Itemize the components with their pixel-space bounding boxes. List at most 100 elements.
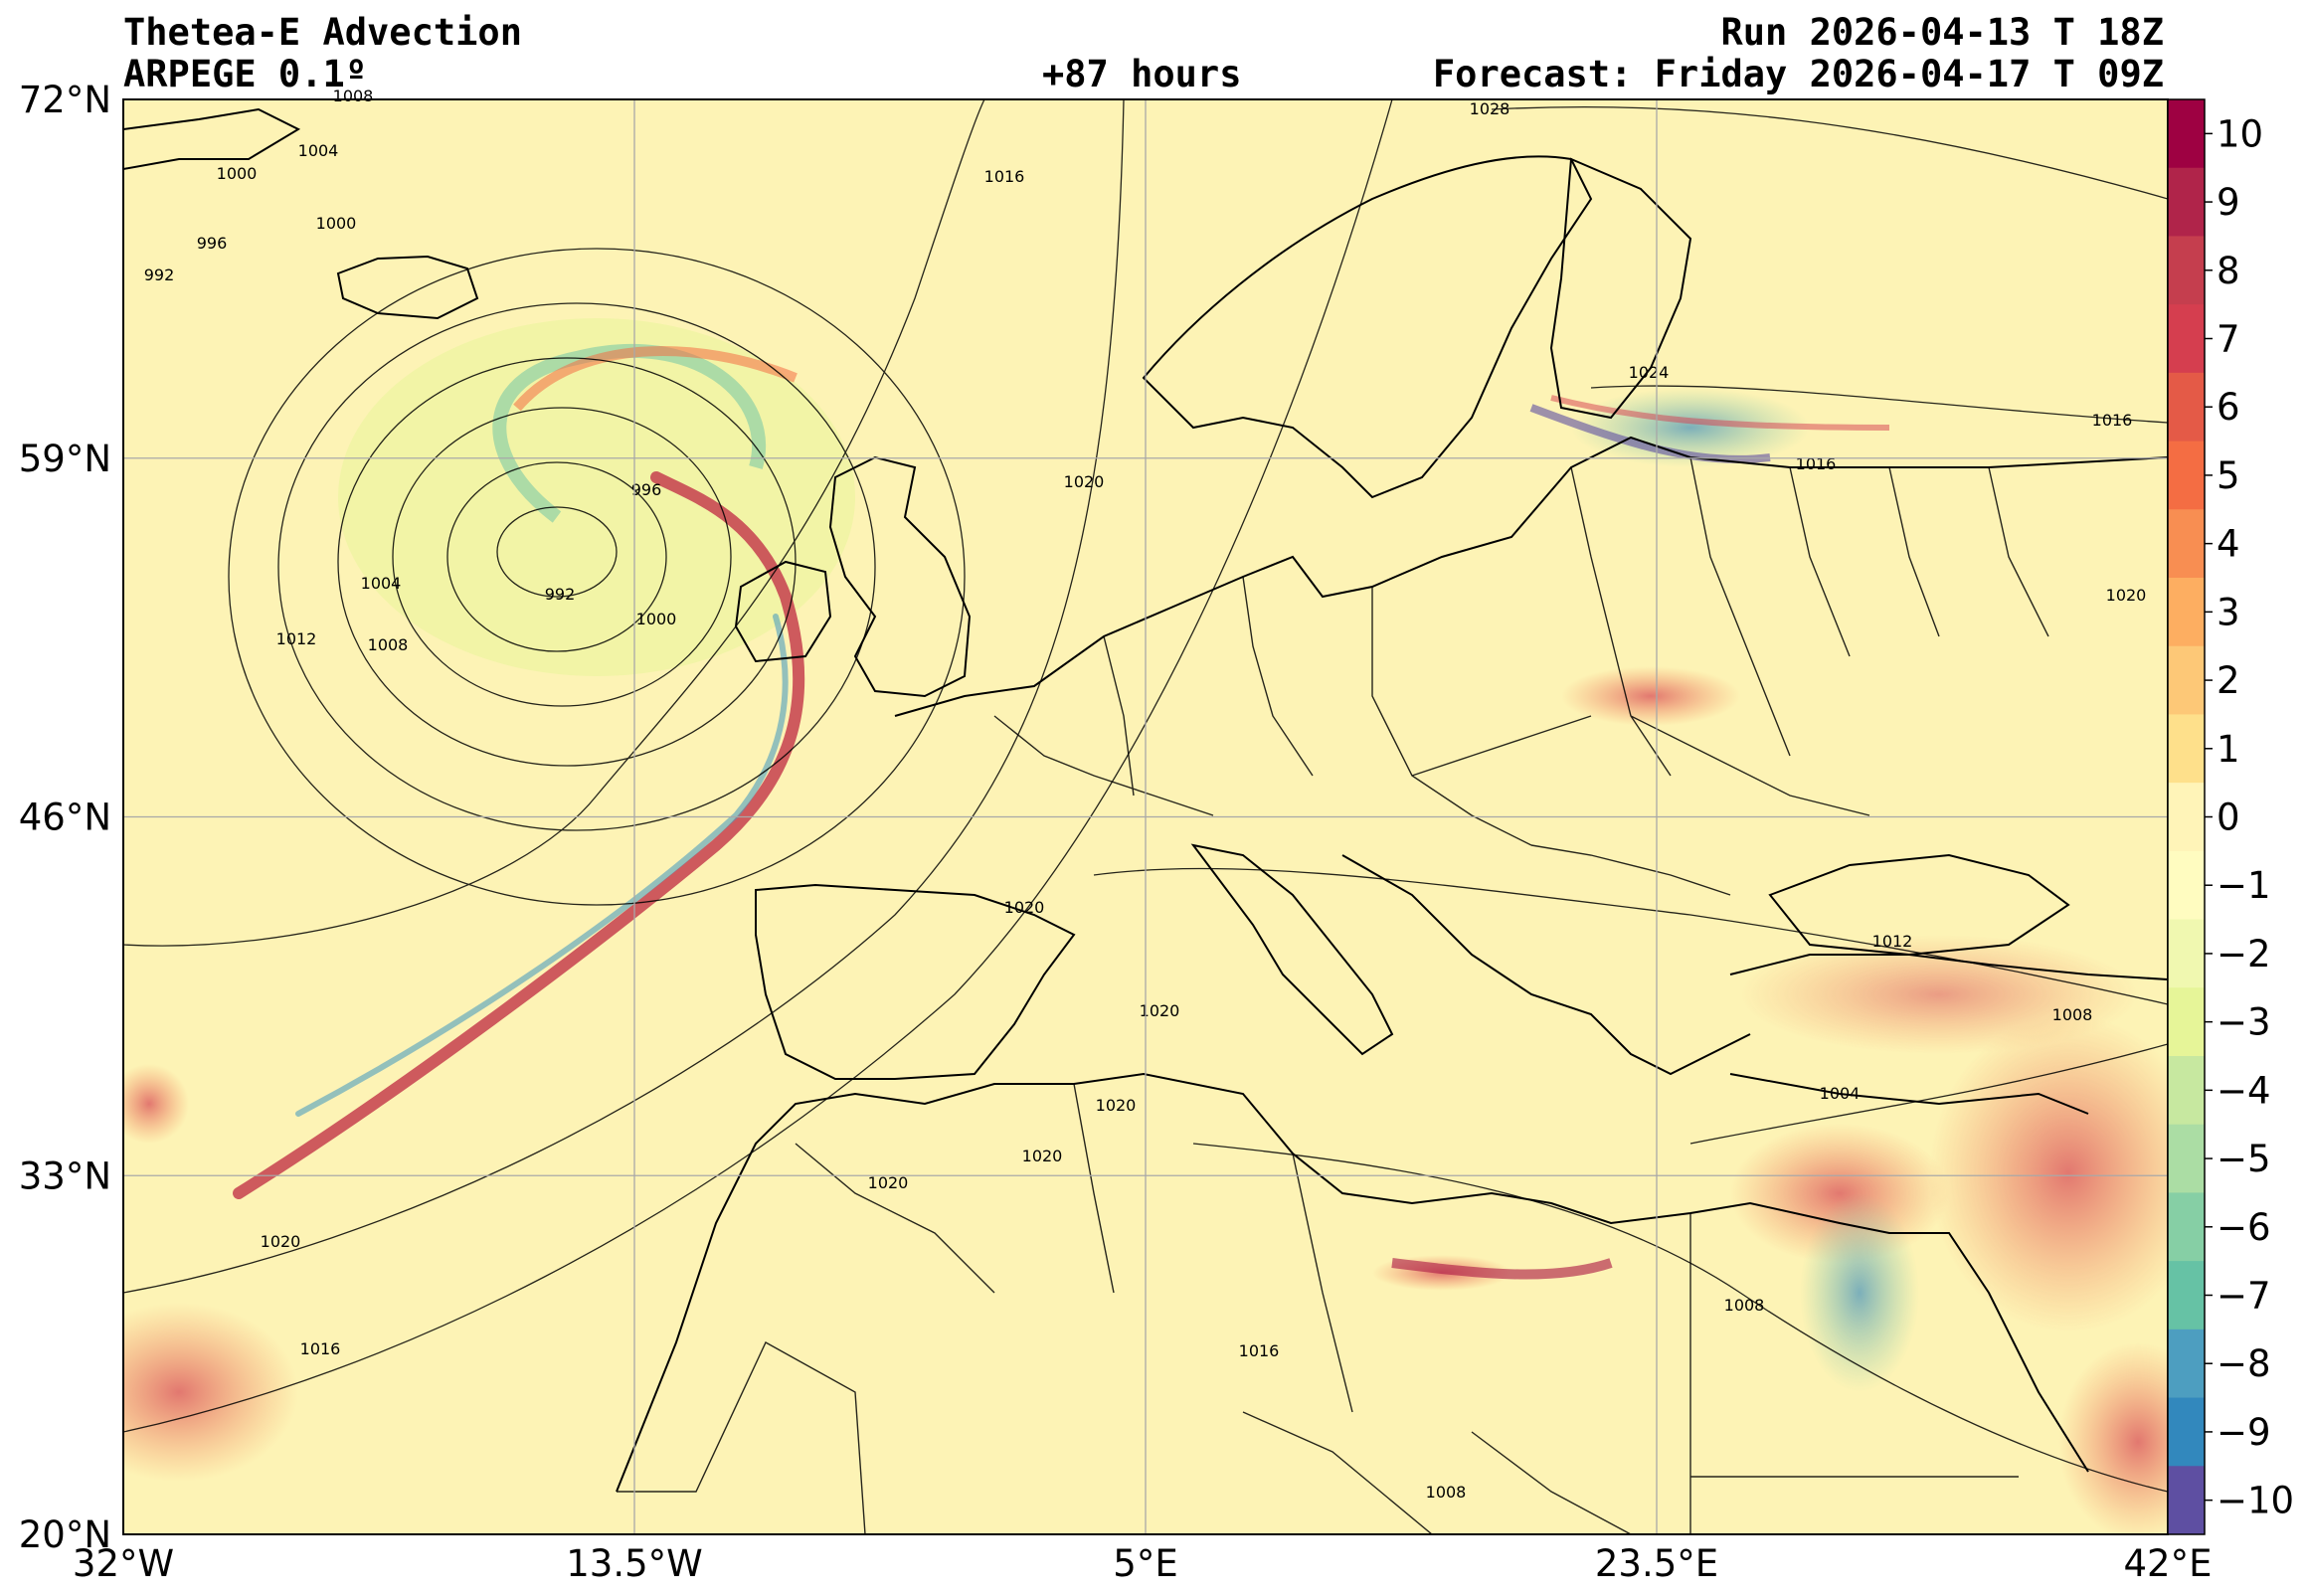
map-title: Thetea-E Advection xyxy=(123,11,522,54)
colorbar-tick-label: −5 xyxy=(2217,1138,2271,1180)
baltic-red-band xyxy=(1550,395,1890,431)
isobar-labels: 1008 1004 1000 1000 996 992 996 992 1004 1012 1008… xyxy=(144,87,2147,1502)
advection-field xyxy=(123,99,2168,1534)
scandinavia-outline xyxy=(1142,155,1593,499)
colorbar-segment xyxy=(2168,783,2205,852)
isobar-label: 1000 xyxy=(217,164,258,183)
isobar-label: 1020 xyxy=(1022,1147,1063,1165)
colorbar-segment xyxy=(2168,714,2205,784)
isobar-label: 1000 xyxy=(636,610,677,628)
coastlines xyxy=(123,107,2168,1493)
isobar-label: 992 xyxy=(545,585,576,604)
isobar-label: 1020 xyxy=(1140,1001,1180,1020)
baltic-band xyxy=(1529,404,1771,463)
graticule xyxy=(123,99,2168,1534)
valid-time: Forecast: Friday 2026-04-17 T 09Z xyxy=(1432,53,2164,95)
longitude-tick-label: 32°W xyxy=(73,1542,174,1585)
cold-front-band xyxy=(233,471,805,1199)
colorbar-tick-label: 5 xyxy=(2217,454,2240,497)
colorbar-segment xyxy=(2168,1397,2205,1467)
tropical-red-band xyxy=(1391,1258,1613,1280)
turkey-outline xyxy=(1729,954,2168,1115)
isobar-label: 1016 xyxy=(1796,454,1837,473)
colorbar-tick-label: −6 xyxy=(2217,1206,2271,1249)
isobar-label: 1020 xyxy=(261,1232,301,1251)
isobar-label: 1024 xyxy=(1629,363,1670,382)
colorbar-tick-label: 9 xyxy=(2217,181,2240,224)
isobar-label: 1008 xyxy=(1426,1483,1467,1502)
isobar-label: 1008 xyxy=(2052,1005,2093,1024)
latitude-labels: 72°N 59°N 46°N 33°N 20°N xyxy=(19,79,111,1556)
longitude-labels: 32°W 13.5°W 5°E 23.5°E 42°E xyxy=(73,1542,2213,1585)
isobar-label: 1020 xyxy=(1004,898,1045,917)
isobars xyxy=(123,99,2168,1493)
colorbar-tick-label: −10 xyxy=(2217,1480,2294,1522)
colorbar-tick-label: 2 xyxy=(2217,659,2240,702)
isobar-label: 1020 xyxy=(1064,472,1105,491)
colorbar-tick-label: 8 xyxy=(2217,250,2240,292)
isobar-label: 1008 xyxy=(368,635,409,654)
colorbar-segment xyxy=(2168,236,2205,305)
isobar-label: 1020 xyxy=(1096,1096,1137,1115)
borders xyxy=(617,456,2049,1534)
lead-time: +87 hours xyxy=(1042,53,1242,95)
isobar-label: 1008 xyxy=(1724,1296,1765,1315)
colorbar-segment xyxy=(2168,850,2205,921)
latitude-tick-label: 20°N xyxy=(19,1513,111,1556)
colorbar-tick-label: 7 xyxy=(2217,318,2240,361)
finland-outline xyxy=(1549,157,1692,420)
colorbar-segment xyxy=(2168,304,2205,374)
isobar-label: 1012 xyxy=(1872,932,1913,951)
colorbar-segment xyxy=(2168,441,2205,510)
colorbar-segment xyxy=(2168,1466,2205,1535)
colorbar-segment xyxy=(2168,1192,2205,1262)
colorbar-tick-label: −1 xyxy=(2217,864,2271,907)
isobar-label: 996 xyxy=(631,480,662,499)
isobar-label: 1008 xyxy=(333,87,374,105)
colorbar-tick-label: −4 xyxy=(2217,1069,2271,1112)
colorbar-segment xyxy=(2168,1329,2205,1399)
isobar-label: 1020 xyxy=(868,1173,909,1192)
colorbar-segment xyxy=(2168,1056,2205,1126)
balkans-outline xyxy=(1341,854,1751,1076)
isobar-label: 1016 xyxy=(2092,411,2133,430)
latitude-tick-label: 33°N xyxy=(19,1154,111,1197)
colorbar-segment xyxy=(2168,99,2205,169)
ireland-outline xyxy=(734,560,832,663)
colorbar-segment xyxy=(2168,167,2205,237)
low-warm-band xyxy=(513,346,798,412)
colorbar-tick-label: −8 xyxy=(2217,1342,2271,1385)
colorbar-segment xyxy=(2168,1261,2205,1330)
isobar-label: 1012 xyxy=(276,629,317,648)
colorbar-segment xyxy=(2168,578,2205,647)
britain-outline xyxy=(828,455,972,698)
colorbar-segment xyxy=(2168,987,2205,1057)
latitude-tick-label: 59°N xyxy=(19,438,111,480)
black-sea-outline xyxy=(1768,853,2070,957)
italy-outline xyxy=(1190,843,1394,1056)
colorbar-segment xyxy=(2168,645,2205,715)
isobar-label: 1020 xyxy=(2106,586,2147,605)
isobar-label: 996 xyxy=(197,234,228,253)
iberia-outline xyxy=(755,883,1076,1080)
colorbar-tick-label: 6 xyxy=(2217,386,2240,429)
colorbar-tick-label: −9 xyxy=(2217,1411,2271,1454)
colorbar-tick-label: −3 xyxy=(2217,1001,2271,1044)
isobar-label: 1016 xyxy=(1239,1341,1280,1360)
colorbar-segment xyxy=(2168,509,2205,579)
africa-coast xyxy=(616,1072,2089,1493)
colorbar-segment xyxy=(2168,919,2205,988)
longitude-tick-label: 13.5°W xyxy=(566,1542,702,1585)
europe-coast xyxy=(894,436,2168,717)
field-blobs xyxy=(123,318,2168,1534)
colorbar-segment xyxy=(2168,1124,2205,1193)
colorbar-segment xyxy=(2168,372,2205,443)
colorbar-tick-label: −7 xyxy=(2217,1275,2271,1318)
colorbar-tick-label: 4 xyxy=(2217,523,2240,566)
isobar-label: 992 xyxy=(144,266,175,284)
iceland-outline xyxy=(336,255,479,320)
isobar-label: 1004 xyxy=(298,141,339,160)
isobar-label: 1016 xyxy=(300,1339,341,1358)
